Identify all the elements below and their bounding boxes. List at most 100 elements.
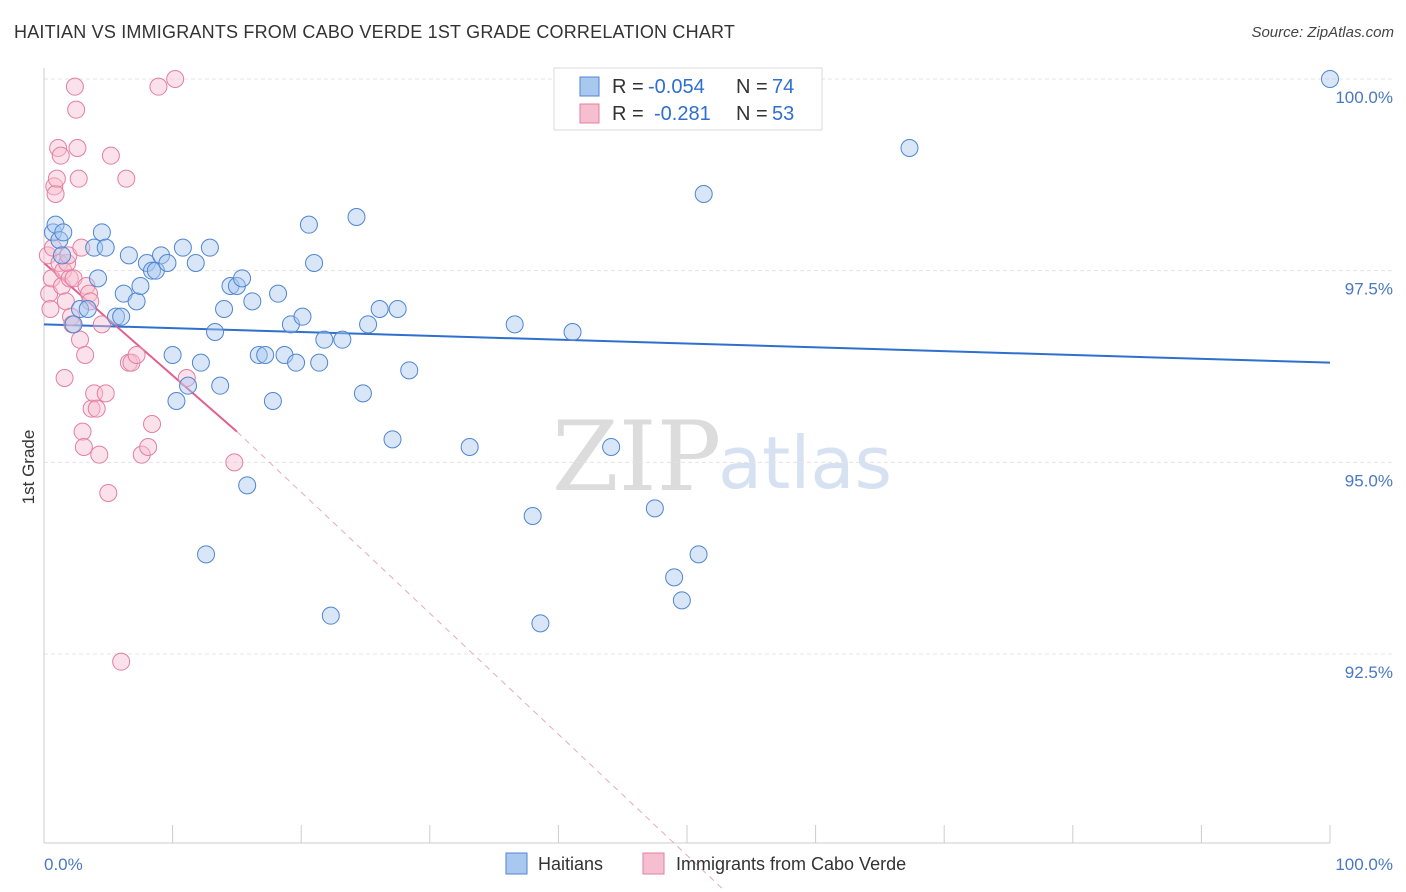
source-label: Source: ZipAtlas.com — [1251, 24, 1394, 41]
series-legend: Haitians Immigrants from Cabo Verde — [505, 852, 906, 875]
haitian-point — [645, 499, 664, 518]
haitian-point — [173, 238, 192, 257]
axes — [43, 68, 1331, 844]
haitian-point — [672, 591, 691, 610]
cabo-verde-point — [166, 70, 185, 88]
haitian-point — [152, 246, 171, 265]
haitian-point — [370, 300, 389, 318]
haitian-point — [263, 392, 282, 410]
legend-n-label-cabo-verde: N = — [736, 103, 768, 125]
cabo-verde-point — [46, 185, 65, 203]
haitian-point — [900, 139, 919, 157]
haitian-point — [347, 208, 366, 226]
haitian-point — [243, 292, 262, 311]
cabo-verde-point — [72, 238, 91, 257]
cabo-verde-point — [225, 453, 244, 472]
haitian-point — [310, 353, 329, 372]
haitian-point — [215, 300, 234, 318]
haitian-point — [256, 346, 275, 364]
cabo-verde-point — [76, 346, 95, 364]
legend-r-label-haitians: R = — [612, 76, 644, 98]
cabo-verde-point — [127, 346, 146, 364]
stats-legend: R = -0.054 N = 74 R = -0.281 N = 53 — [553, 67, 823, 131]
haitian-point — [505, 315, 524, 334]
haitian-point — [143, 261, 162, 280]
haitian-point — [53, 246, 72, 265]
cabo-verde-point — [90, 445, 109, 464]
y-tick-label: 97.5% — [1345, 280, 1393, 299]
haitian-point — [353, 384, 372, 403]
haitian-point — [211, 376, 230, 395]
haitian-point — [131, 277, 150, 295]
haitian-point — [238, 476, 257, 495]
cabo-verde-point — [112, 652, 131, 671]
haitian-point — [71, 300, 90, 318]
haitian-point — [206, 323, 225, 341]
haitian-point — [523, 507, 542, 525]
cabo-verde-point — [55, 369, 74, 387]
legend-r-value-cabo-verde: -0.281 — [654, 103, 711, 125]
haitian-point — [689, 545, 708, 564]
haitian-point — [158, 254, 177, 272]
y-tick-label: 92.5% — [1345, 663, 1393, 682]
haitian-point — [163, 346, 182, 364]
haitian-point — [92, 223, 111, 242]
cabo-verde-point — [41, 300, 60, 318]
cabo-verde-point — [99, 484, 118, 502]
cabo-verde-point — [73, 422, 92, 441]
grid-lines — [44, 78, 1392, 655]
legend-r-value-haitians: -0.054 — [648, 76, 705, 98]
haitian-point — [233, 269, 252, 288]
haitian-point — [112, 307, 131, 326]
haitian-point — [89, 269, 108, 288]
haitian-point — [333, 330, 352, 349]
legend-r-label-cabo-verde: R = — [612, 103, 644, 125]
cabo-verde-points — [38, 70, 244, 671]
legend-n-value-haitians: 74 — [772, 76, 794, 98]
cabo-verde-point — [87, 399, 106, 418]
haitian-point — [64, 315, 83, 334]
y-tick-label: 100.0% — [1335, 88, 1393, 107]
series-legend-swatch-cabo-verde — [642, 852, 665, 875]
x-tick-label-max: 100.0% — [1335, 855, 1393, 874]
haitian-point — [305, 254, 324, 272]
haitian-point — [46, 215, 65, 234]
haitian-point — [460, 438, 479, 456]
watermark-zip: ZIP — [552, 401, 721, 513]
y-tick-label: 95.0% — [1345, 471, 1393, 490]
cabo-verde-point — [60, 269, 79, 288]
haitian-point — [383, 430, 402, 449]
haitian-point — [78, 300, 97, 318]
haitian-point — [665, 568, 684, 587]
cabo-verde-point — [139, 438, 158, 456]
cabo-verde-point — [44, 238, 63, 257]
haitian-point — [694, 185, 713, 203]
legend-swatch-haitians — [579, 76, 600, 97]
cabo-verde-point — [149, 77, 168, 96]
haitian-point — [127, 292, 146, 311]
haitian-point — [315, 330, 334, 349]
haitian-point — [54, 223, 73, 242]
haitian-point — [400, 361, 419, 380]
series-legend-haitians: Haitians — [538, 854, 603, 874]
haitian-point — [388, 300, 407, 318]
haitian-point — [531, 614, 550, 633]
haitian-point — [200, 238, 219, 257]
cabo-verde-point — [68, 139, 87, 157]
haitian-point — [197, 545, 216, 564]
tick-labels: 92.5% 95.0% 97.5% 100.0% 0.0% 100.0% — [44, 88, 1393, 874]
series-legend-swatch-haitians — [505, 852, 528, 875]
cabo-verde-point — [69, 169, 88, 188]
cabo-verde-trend-extension — [236, 431, 726, 892]
cabo-verde-point — [92, 315, 111, 334]
cabo-verde-point — [101, 146, 120, 165]
watermark-atlas: atlas — [718, 421, 892, 505]
chart-title: HAITIAN VS IMMIGRANTS FROM CABO VERDE 1S… — [14, 22, 736, 42]
series-legend-cabo-verde: Immigrants from Cabo Verde — [676, 854, 906, 874]
cabo-verde-point — [71, 330, 90, 349]
cabo-verde-point — [80, 284, 99, 303]
haitian-point — [359, 315, 378, 334]
haitian-point — [119, 246, 138, 265]
cabo-verde-point — [51, 146, 70, 165]
haitian-point — [287, 353, 306, 372]
